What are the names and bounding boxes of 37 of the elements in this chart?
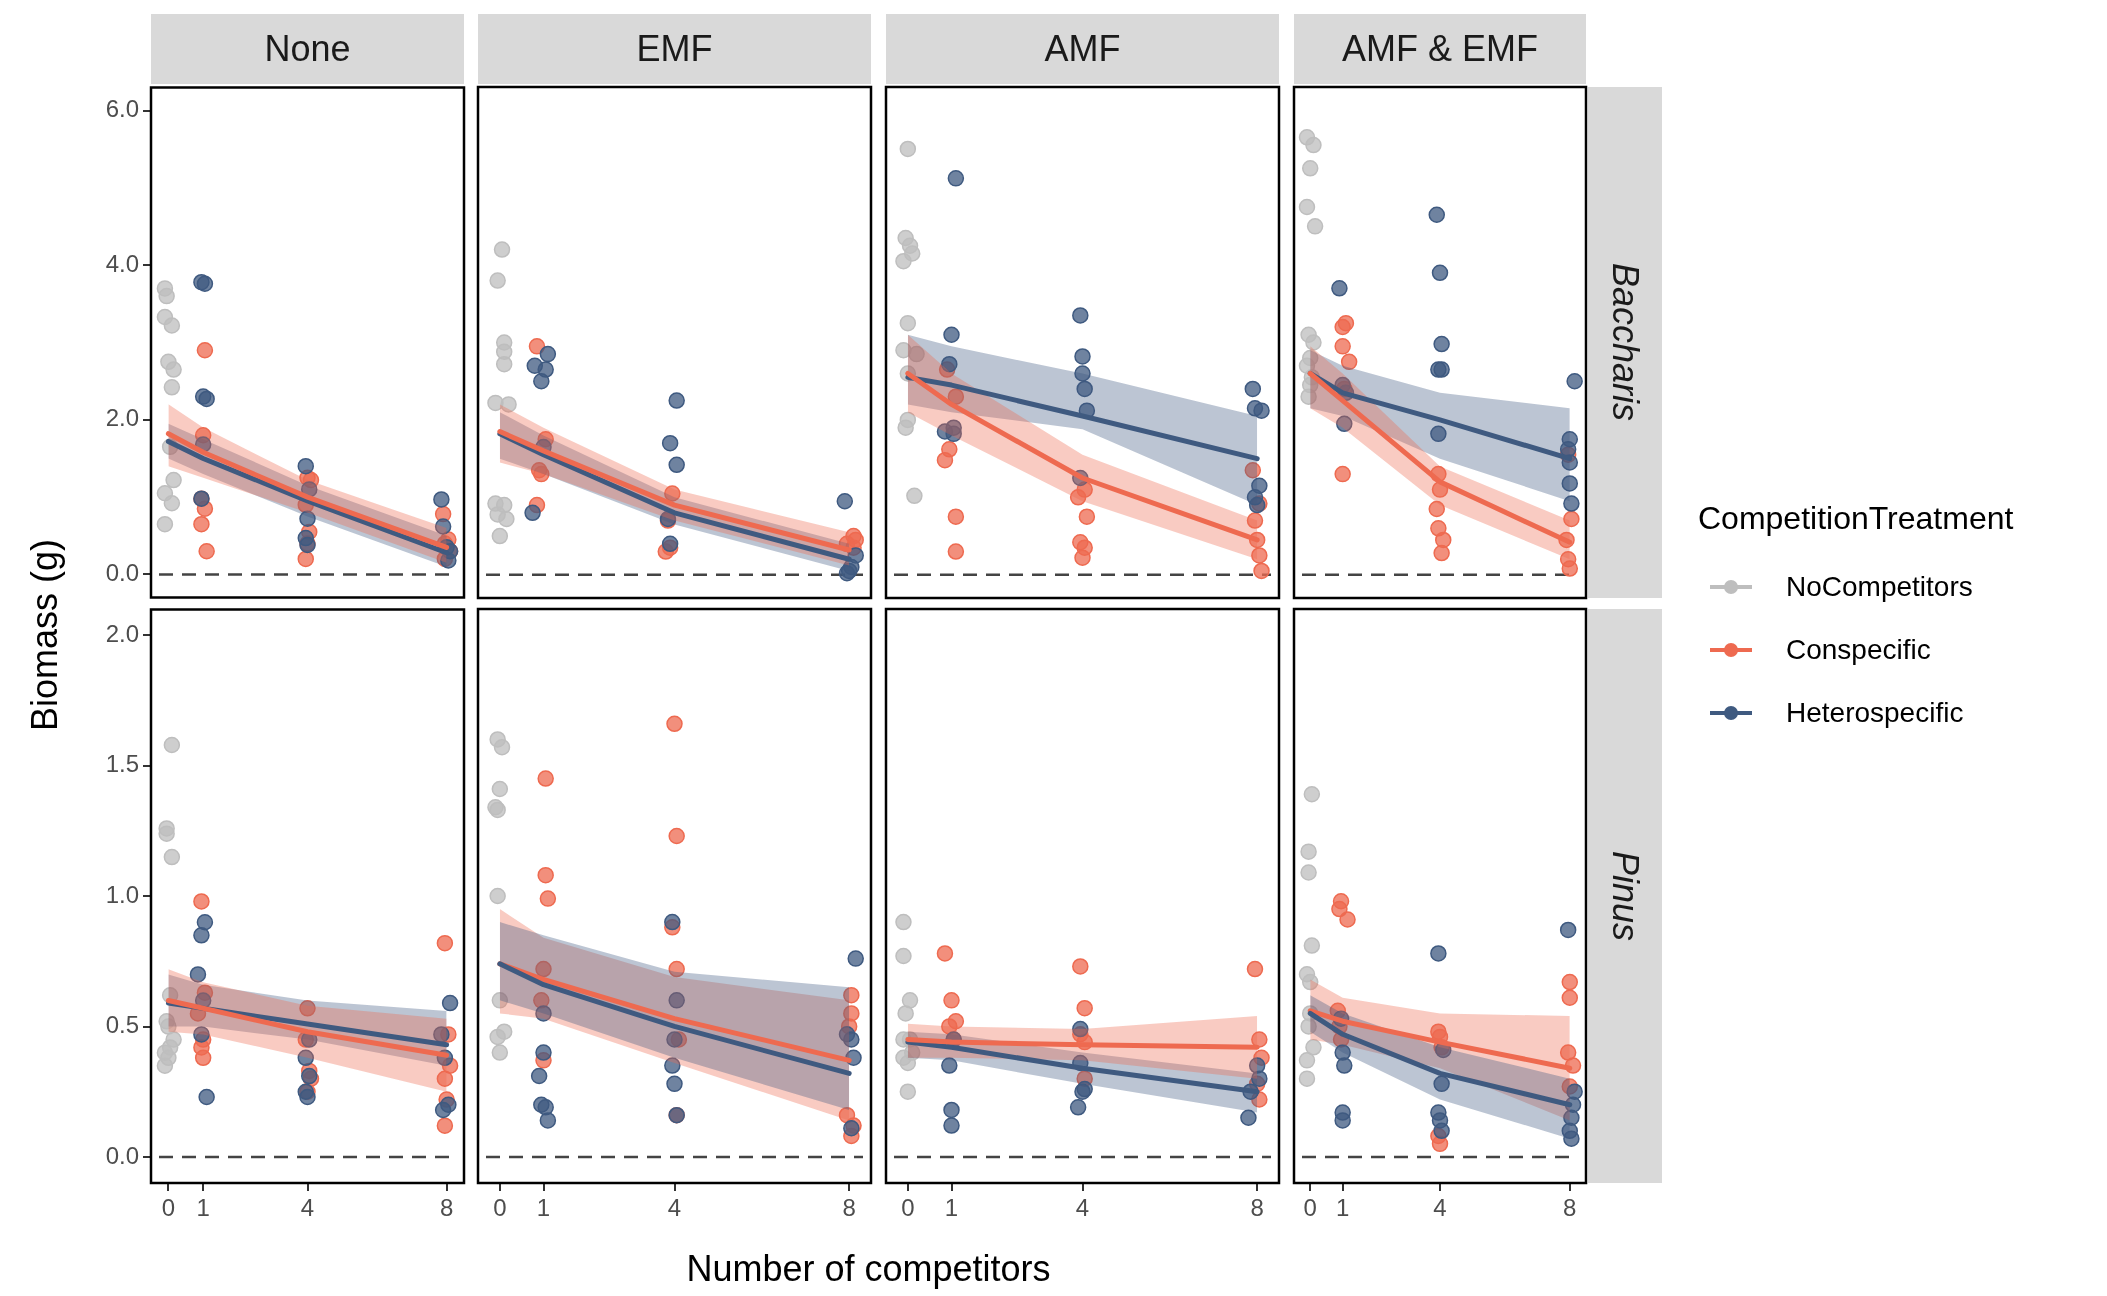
x-axis-title: Number of competitors: [686, 1248, 1051, 1290]
x-tick-label: 0: [1303, 1194, 1317, 1222]
legend-title: CompetitionTreatment: [1698, 500, 2014, 537]
y2-axis-title: Pinus: [1604, 850, 1646, 942]
x-tick-label: 0: [493, 1194, 507, 1222]
chart-title: None: [151, 14, 464, 84]
legend-label: Conspecific: [1786, 633, 1931, 666]
y-tick-label: 2.0: [105, 620, 139, 648]
legend-label: Heterospecific: [1786, 696, 1964, 729]
x-tick-label: 4: [300, 1194, 315, 1222]
x-tick-label: 1: [944, 1194, 959, 1222]
x-tick-label: 1: [196, 1194, 210, 1222]
chart-title: EMF: [478, 14, 871, 84]
x-tick-label: 8: [842, 1194, 856, 1222]
x-tick-label: 4: [1075, 1194, 1090, 1222]
legend-label: NoCompetitors: [1786, 570, 1973, 603]
y-tick-label: 0.0: [105, 1141, 139, 1169]
y-tick-label: 1.0: [105, 880, 139, 908]
x-tick-label: 0: [161, 1194, 176, 1222]
y-tick-label: 6.0: [105, 95, 139, 123]
y-tick-label: 4.0: [105, 249, 139, 277]
y-tick-label: 1.5: [105, 750, 139, 778]
x-tick-label: 4: [667, 1194, 682, 1222]
x-tick-label: 4: [1433, 1194, 1447, 1222]
y-tick-label: 0.0: [105, 559, 139, 587]
x-tick-label: 8: [1563, 1194, 1577, 1222]
y2-axis-title: Baccharis: [1604, 263, 1646, 422]
y-axis-title: Biomass (g): [24, 538, 66, 732]
chart-title: AMF: [886, 14, 1279, 84]
x-tick-label: 8: [1250, 1194, 1264, 1222]
x-tick-label: 8: [439, 1194, 454, 1222]
chart-title: AMF & EMF: [1294, 14, 1586, 84]
y-tick-label: 0.5: [105, 1011, 139, 1039]
y-tick-label: 2.0: [105, 404, 139, 432]
x-tick-label: 0: [901, 1194, 915, 1222]
x-tick-label: 1: [536, 1194, 551, 1222]
x-tick-label: 1: [1335, 1194, 1350, 1222]
